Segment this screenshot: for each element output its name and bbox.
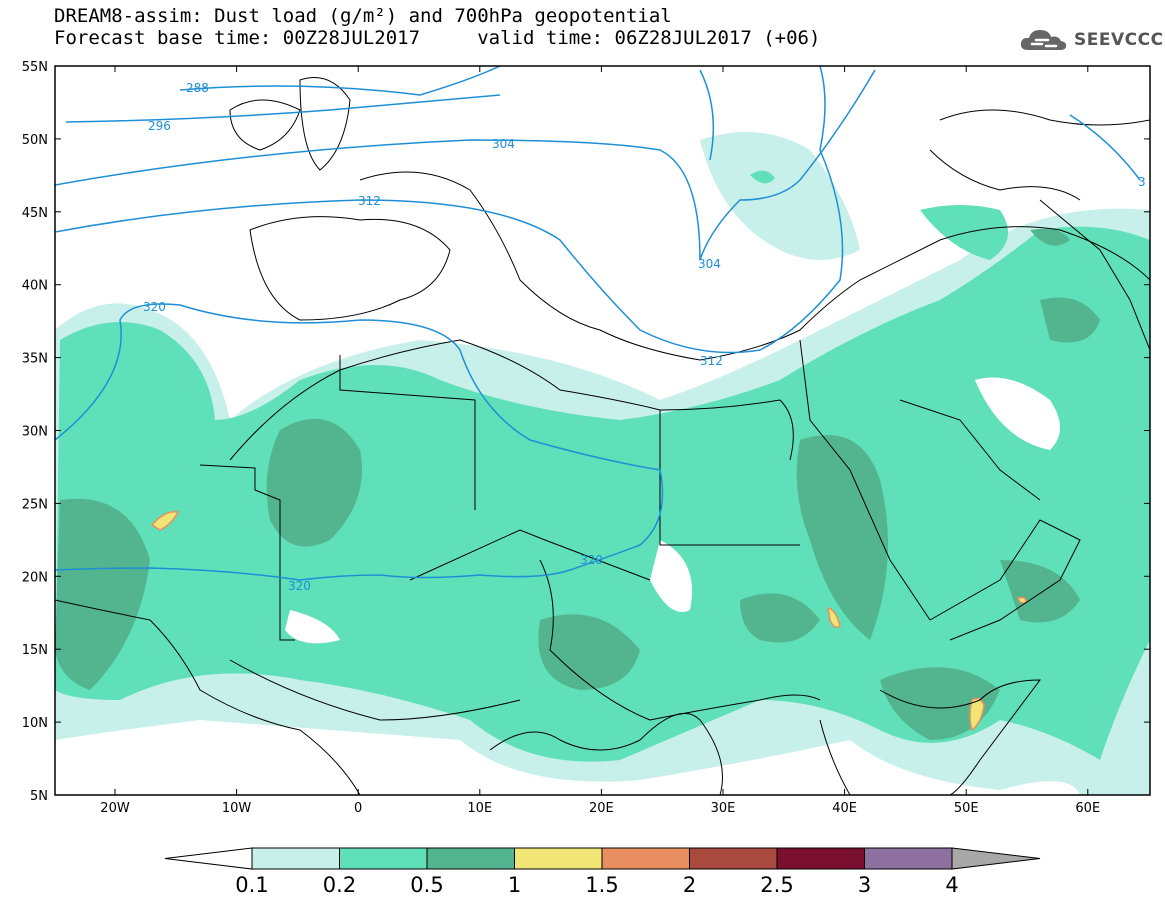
colorbar-label: 3	[858, 873, 871, 897]
colorbar-end-high	[951, 847, 1041, 870]
lon-label: 20E	[589, 801, 614, 816]
lon-label: 0	[354, 801, 362, 816]
lat-label: 50N	[22, 133, 48, 148]
lat-label: 25N	[22, 497, 48, 512]
lon-label: 10W	[222, 801, 252, 816]
dust-level-0.5	[55, 228, 1100, 740]
colorbar-swatch	[864, 847, 953, 870]
lon-label: 20W	[100, 801, 130, 816]
colorbar-end-low	[164, 847, 253, 870]
lon-label: 40E	[832, 801, 857, 816]
map-title: DREAM8-assim: Dust load (g/m²) and 700hP…	[54, 5, 672, 27]
contour-label: 288	[186, 81, 209, 95]
cloud-logo-icon	[1020, 30, 1067, 50]
lat-label: 40N	[22, 279, 48, 294]
forecast-time-line: Forecast base time: 00Z28JUL2017 valid t…	[54, 27, 821, 49]
colorbar-swatch	[601, 847, 690, 870]
colorbar-label: 0.5	[410, 873, 443, 897]
colorbar-label: 1	[508, 873, 521, 897]
colorbar-label: 2	[683, 873, 696, 897]
dust-free-areas	[285, 377, 1060, 644]
lat-label: 5N	[30, 789, 48, 804]
colorbar-label: 0.1	[235, 873, 268, 897]
map-area	[55, 66, 1150, 795]
lat-label: 20N	[22, 570, 48, 585]
geopotential-contours	[55, 66, 1141, 581]
contour-label: 3	[1138, 175, 1146, 189]
contour-labels: 288 296 304 312 304 320 312 320 320 3	[143, 81, 1146, 593]
contour-label: 320	[580, 553, 603, 567]
colorbar-label: 4	[945, 873, 958, 897]
colorbar-swatch	[426, 847, 515, 870]
colorbar-swatch	[514, 847, 603, 870]
lat-label: 45N	[22, 206, 48, 221]
lon-label: 10E	[467, 801, 492, 816]
lat-label: 10N	[22, 716, 48, 731]
latitude-axis: 55N 50N 45N 40N 35N 30N 25N 20N 15N 10N 5N	[22, 60, 1150, 804]
lon-label: 60E	[1075, 801, 1100, 816]
colorbar: 0.1 0.2 0.5 1 1.5 2 2.5 3 4	[164, 847, 1041, 897]
lat-label: 15N	[22, 643, 48, 658]
brand-logo: SEEVCCC	[1018, 26, 1164, 54]
contour-label: 320	[143, 300, 166, 314]
longitude-axis: 20W 10W 0 10E 20E 30E 40E 50E 60E	[100, 66, 1100, 816]
colorbar-swatch	[339, 847, 428, 870]
colorbar-swatch	[689, 847, 778, 870]
contour-label: 320	[288, 579, 311, 593]
brand-name: SEEVCCC	[1074, 30, 1164, 50]
colorbar-label: 0.2	[323, 873, 356, 897]
contour-label: 296	[148, 119, 171, 133]
contour-label: 312	[700, 354, 723, 368]
contour-label: 304	[698, 257, 721, 271]
colorbar-label: 2.5	[760, 873, 793, 897]
lon-label: 30E	[711, 801, 736, 816]
colorbar-swatch	[776, 847, 865, 870]
colorbar-swatch	[251, 847, 340, 870]
colorbar-label: 1.5	[585, 873, 618, 897]
contour-label: 312	[358, 194, 381, 208]
dust-level-1	[150, 511, 1027, 732]
lon-label: 50E	[954, 801, 979, 816]
lat-label: 35N	[22, 352, 48, 367]
contour-label: 304	[492, 137, 515, 151]
lat-label: 55N	[22, 60, 48, 75]
country-borders	[55, 77, 1150, 795]
lat-label: 30N	[22, 425, 48, 440]
